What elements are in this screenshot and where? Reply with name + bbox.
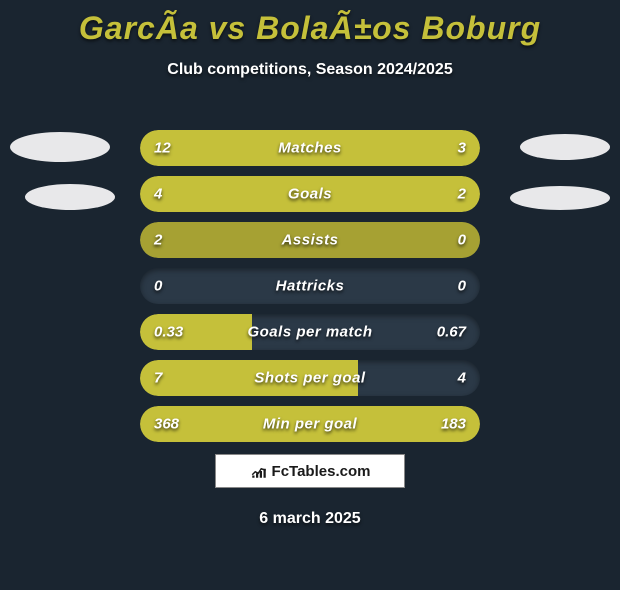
- bar-value-right: 183: [441, 416, 466, 433]
- bar-row: 0 Hattricks 0: [140, 268, 480, 304]
- bar-row: 12 Matches 3: [140, 130, 480, 166]
- bar-value-left: 2: [154, 232, 162, 249]
- bar-value-left: 368: [154, 416, 179, 433]
- bar-row: 4 Goals 2: [140, 176, 480, 212]
- bar-fill-left: [140, 130, 412, 166]
- bar-value-left: 4: [154, 186, 162, 203]
- chart-icon: [250, 462, 268, 480]
- comparison-bars: 12 Matches 3 4 Goals 2 2 Assists 0 0 Hat…: [140, 130, 480, 452]
- bar-label: Goals: [288, 186, 332, 203]
- bar-value-right: 4: [458, 370, 466, 387]
- bar-row: 0.33 Goals per match 0.67: [140, 314, 480, 350]
- player-left-shape-2: [25, 184, 115, 210]
- bar-label: Shots per goal: [254, 370, 365, 387]
- bar-value-left: 0.33: [154, 324, 183, 341]
- bar-value-left: 0: [154, 278, 162, 295]
- bar-value-right: 0: [458, 278, 466, 295]
- bar-row: 2 Assists 0: [140, 222, 480, 258]
- bar-row: 7 Shots per goal 4: [140, 360, 480, 396]
- bar-label: Assists: [282, 232, 339, 249]
- footer-date: 6 march 2025: [259, 510, 360, 528]
- source-badge-text: FcTables.com: [272, 463, 371, 480]
- bar-value-left: 7: [154, 370, 162, 387]
- bar-fill-right: [412, 130, 480, 166]
- player-right-shape-2: [510, 186, 610, 210]
- bar-value-right: 3: [458, 140, 466, 157]
- bar-value-right: 0.67: [437, 324, 466, 341]
- bar-label: Goals per match: [247, 324, 372, 341]
- subtitle: Club competitions, Season 2024/2025: [0, 61, 620, 79]
- bar-value-right: 2: [458, 186, 466, 203]
- page-title: GarcÃa vs BolaÃ±os Boburg: [0, 10, 620, 47]
- player-right-shape-1: [520, 134, 610, 160]
- bar-label: Matches: [278, 140, 342, 157]
- bar-row: 368 Min per goal 183: [140, 406, 480, 442]
- source-badge[interactable]: FcTables.com: [215, 454, 405, 488]
- bar-label: Min per goal: [263, 416, 357, 433]
- bar-label: Hattricks: [276, 278, 345, 295]
- bar-value-left: 12: [154, 140, 171, 157]
- bar-value-right: 0: [458, 232, 466, 249]
- player-left-shape-1: [10, 132, 110, 162]
